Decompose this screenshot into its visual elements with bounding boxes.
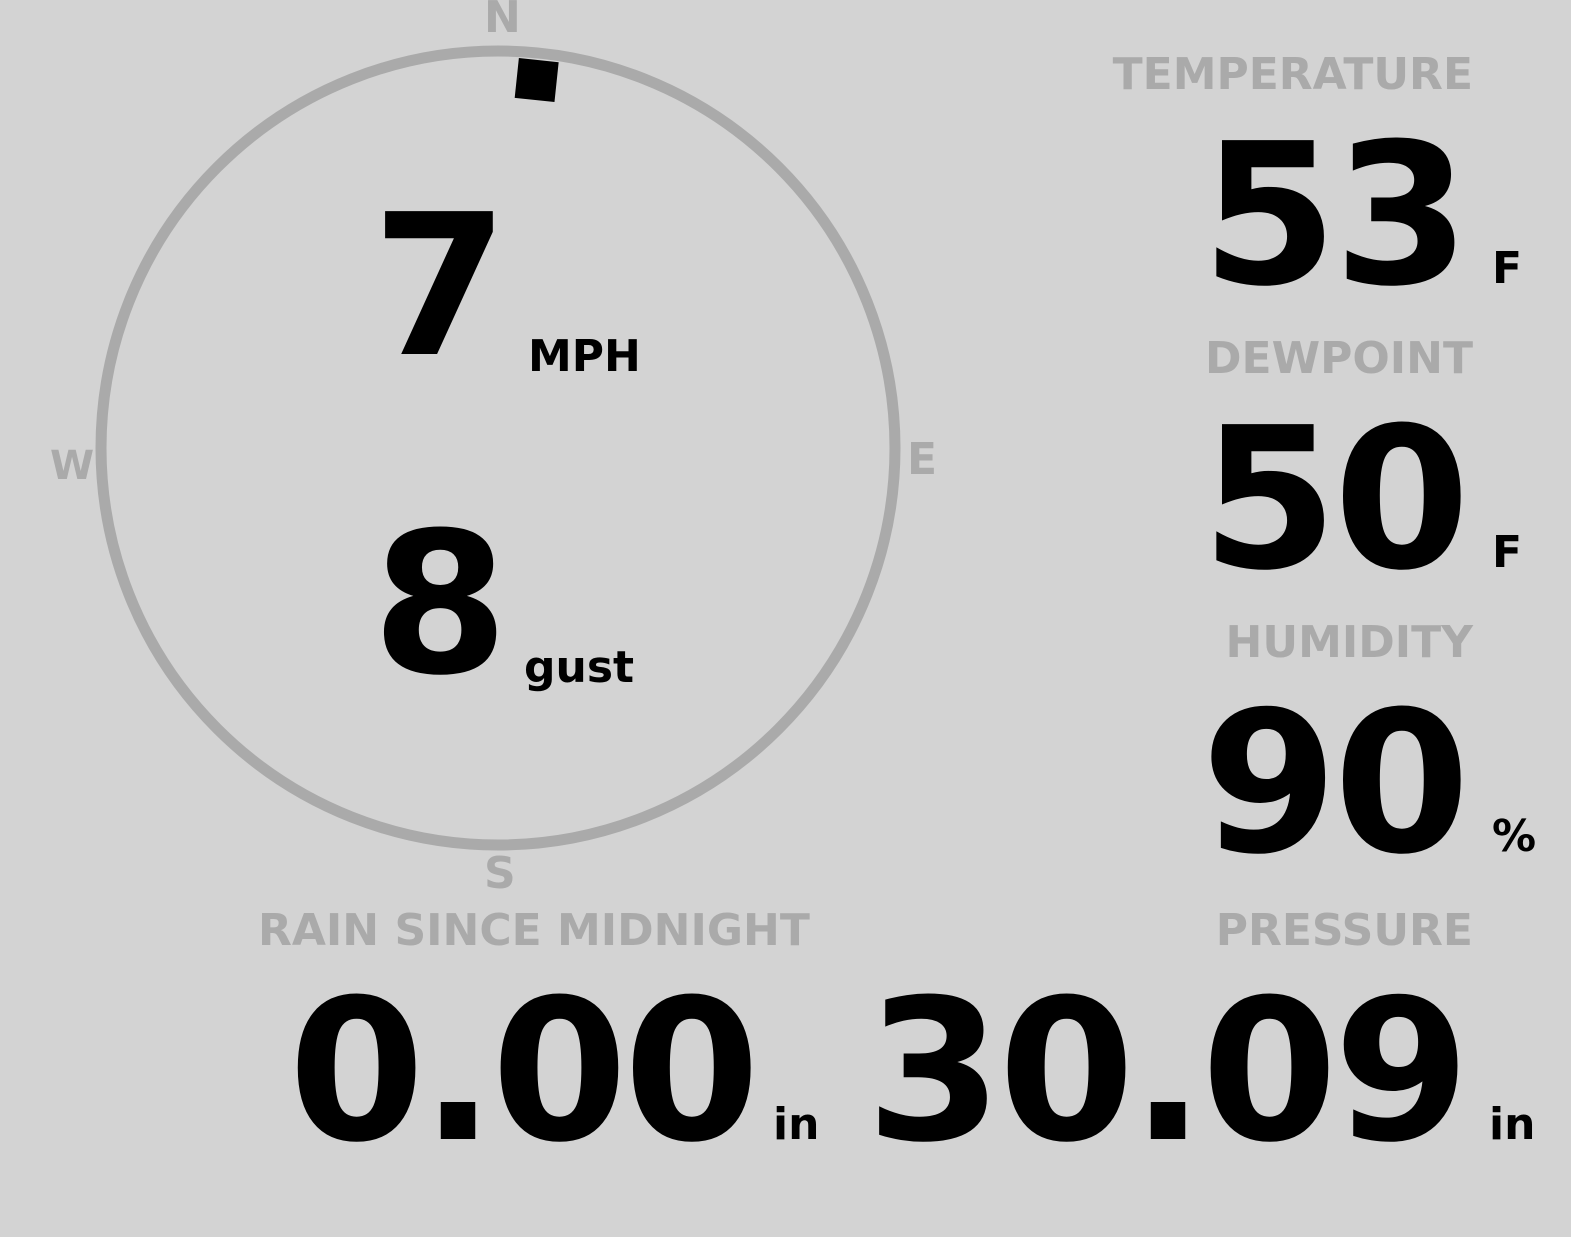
compass-south: S xyxy=(484,848,516,899)
temperature-unit: F xyxy=(1492,243,1523,294)
wind-direction-marker xyxy=(514,58,559,103)
humidity-unit: % xyxy=(1492,811,1537,862)
rain-label: RAIN SINCE MIDNIGHT xyxy=(258,905,810,956)
pressure-value: 30.09 xyxy=(866,958,1470,1186)
compass-north: N xyxy=(484,0,521,43)
compass-circle xyxy=(95,45,901,851)
wind-speed-value: 7 xyxy=(372,173,508,401)
compass-west: W xyxy=(50,443,95,489)
compass-east: E xyxy=(907,434,938,485)
temperature-value: 53 xyxy=(1201,102,1470,330)
dewpoint-label: DEWPOINT xyxy=(1205,333,1473,384)
pressure-label: PRESSURE xyxy=(1215,905,1473,956)
humidity-value: 90 xyxy=(1201,670,1470,898)
pressure-unit: in xyxy=(1489,1099,1536,1150)
dewpoint-value: 50 xyxy=(1201,386,1470,614)
dewpoint-unit: F xyxy=(1492,527,1523,578)
rain-value: 0.00 xyxy=(288,958,760,1186)
rain-unit: in xyxy=(773,1099,820,1150)
humidity-label: HUMIDITY xyxy=(1225,617,1473,668)
compass-ring xyxy=(95,45,901,851)
temperature-label: TEMPERATURE xyxy=(1112,49,1473,100)
wind-gust-label: gust xyxy=(524,642,635,693)
wind-gust-value: 8 xyxy=(372,491,508,719)
wind-speed-unit: MPH xyxy=(528,331,641,382)
